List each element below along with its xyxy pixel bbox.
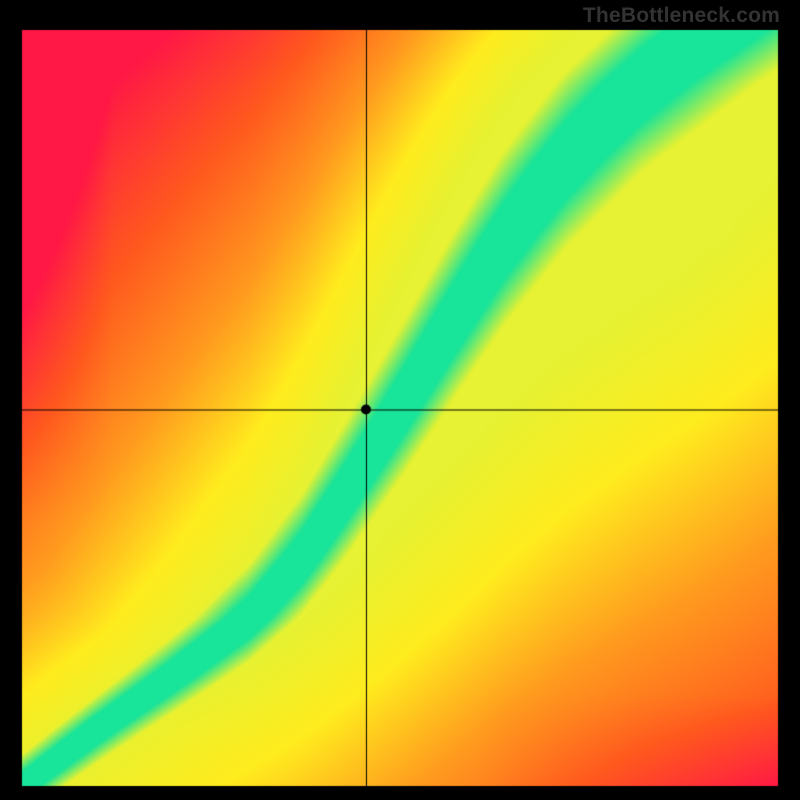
watermark-text: TheBottleneck.com bbox=[583, 4, 780, 28]
heatmap-canvas bbox=[0, 0, 800, 800]
chart-container: TheBottleneck.com bbox=[0, 0, 800, 800]
